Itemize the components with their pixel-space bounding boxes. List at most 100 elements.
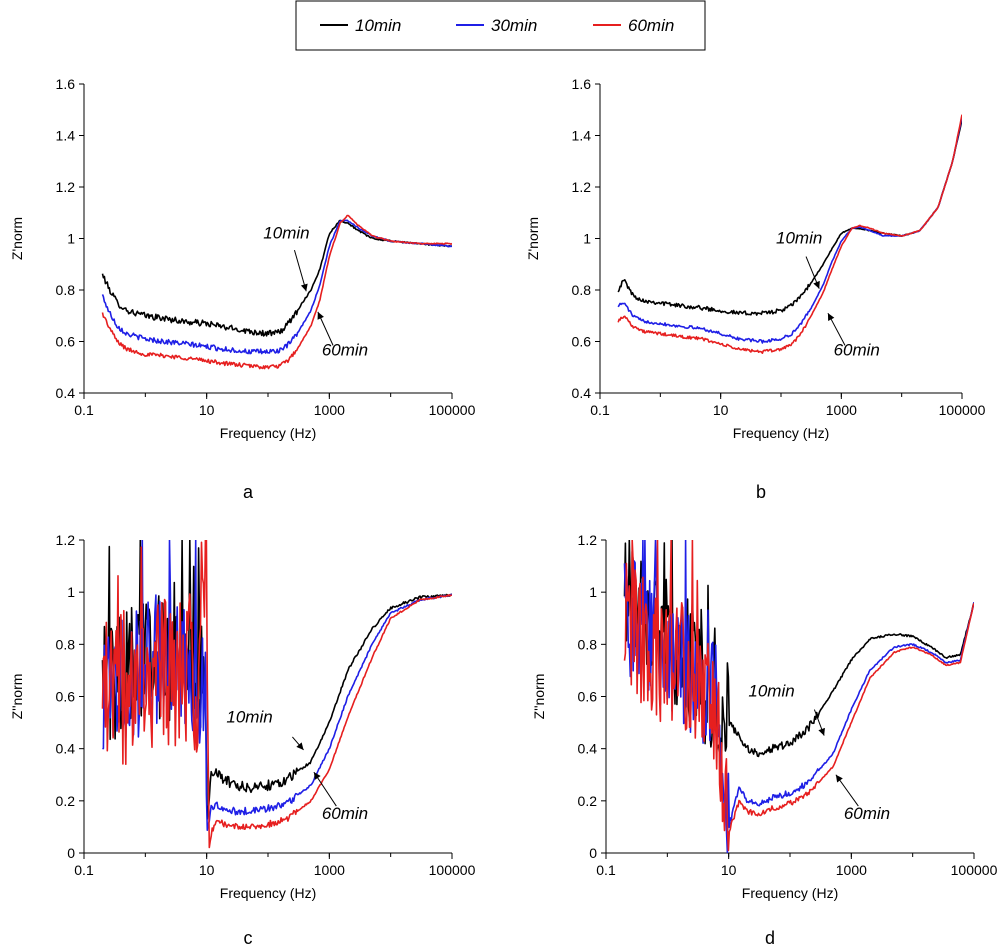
annotation-label: 60min — [322, 341, 368, 360]
axes: 0.4 0.6 0.8 1 1.2 1.4 1.6 0.1 10 1000 100000 — [572, 76, 986, 418]
annotation-60min: 60min — [313, 771, 368, 823]
annotation-60min: 60min — [835, 774, 890, 823]
series-group — [623, 540, 974, 853]
annotation-arrow-head — [313, 772, 321, 780]
y-tick-label: 1.4 — [572, 128, 592, 144]
x-tick-label: 100000 — [951, 862, 998, 878]
y-tick-label: 0.4 — [56, 741, 76, 757]
y-tick-label: 0.2 — [56, 793, 76, 809]
annotation-arrow-head — [317, 311, 324, 320]
annotation-10min: 10min — [226, 708, 304, 751]
panel-label: d — [765, 928, 775, 948]
y-tick-label: 1 — [67, 231, 75, 247]
annotation-arrow-head — [296, 742, 304, 750]
y-tick-label: 1 — [583, 231, 591, 247]
axes: 0.4 0.6 0.8 1 1.2 1.4 1.6 0.1 10 1000 100000 — [56, 76, 476, 418]
y-axis-title: Z''norm — [9, 674, 25, 720]
annotation-arrow-head — [827, 313, 835, 321]
y-tick-label: 0.4 — [56, 385, 76, 401]
y-tick-label: 1.4 — [56, 128, 76, 144]
axes: 0 0.2 0.4 0.6 0.8 1 1.2 0.1 10 1000 100000 — [578, 532, 998, 878]
y-tick-label: 1.2 — [578, 532, 598, 548]
annotation-60min: 60min — [317, 311, 368, 360]
y-tick-label: 1.2 — [572, 179, 592, 195]
legend-entry-10min: 10min — [320, 16, 401, 35]
annotation-label: 10min — [776, 229, 822, 248]
annotation-10min: 10min — [748, 682, 825, 736]
y-tick-label: 1.2 — [56, 532, 76, 548]
legend-entry-30min: 30min — [456, 16, 537, 35]
x-tick-label: 0.1 — [74, 402, 94, 418]
y-tick-label: 0.6 — [572, 334, 592, 350]
y-tick-label: 0.6 — [56, 334, 76, 350]
annotation-10min: 10min — [263, 224, 310, 292]
legend-label-30min: 30min — [491, 16, 537, 35]
x-tick-label: 1000 — [826, 402, 857, 418]
legend-box — [295, 0, 706, 51]
x-tick-label: 100000 — [429, 862, 476, 878]
x-tick-label: 100000 — [429, 402, 476, 418]
annotation-label: 10min — [226, 708, 272, 727]
legend-label-10min: 10min — [355, 16, 401, 35]
x-axis-title: Frequency (Hz) — [742, 885, 838, 901]
y-tick-label: 0 — [67, 845, 75, 861]
x-tick-label: 10 — [199, 862, 215, 878]
y-tick-label: 0.6 — [578, 689, 598, 705]
chart-panel-a: 0.4 0.6 0.8 1 1.2 1.4 1.6 0.1 10 1000 100000 Freque… — [9, 76, 476, 502]
chart-panel-c: 0 0.2 0.4 0.6 0.8 1 1.2 0.1 10 1000 100000 Frequenc… — [9, 532, 476, 948]
x-tick-label: 1000 — [314, 402, 345, 418]
x-tick-label: 1000 — [314, 862, 345, 878]
panel-label: c — [244, 928, 253, 948]
x-axis-title: Frequency (Hz) — [220, 425, 316, 441]
x-tick-label: 10 — [713, 402, 729, 418]
y-tick-label: 1.6 — [56, 76, 76, 92]
series-group — [617, 114, 962, 355]
x-tick-label: 0.1 — [590, 402, 610, 418]
annotation-label: 60min — [834, 341, 880, 360]
axes: 0 0.2 0.4 0.6 0.8 1 1.2 0.1 10 1000 100000 — [56, 532, 476, 878]
y-tick-label: 0.8 — [56, 636, 76, 652]
y-tick-label: 0.8 — [578, 636, 598, 652]
annotation-10min: 10min — [776, 229, 822, 289]
chart-panel-b: 0.4 0.6 0.8 1 1.2 1.4 1.6 0.1 10 1000 100000 Freque… — [525, 76, 986, 502]
series-line-60min — [101, 214, 452, 370]
y-tick-label: 0.6 — [56, 689, 76, 705]
legend-entry-60min: 60min — [593, 16, 674, 35]
annotation-label: 60min — [322, 804, 368, 823]
x-tick-label: 1000 — [836, 862, 867, 878]
annotation-arrow-line — [293, 249, 307, 292]
x-tick-label: 100000 — [939, 402, 986, 418]
annotation-label: 10min — [748, 682, 794, 701]
x-tick-label: 10 — [721, 862, 737, 878]
series-group — [101, 540, 452, 849]
series-line-10min — [617, 119, 962, 316]
x-tick-label: 0.1 — [74, 862, 94, 878]
series-group — [101, 214, 452, 370]
y-tick-label: 0.8 — [56, 282, 76, 298]
y-axis-title: Z'norm — [525, 217, 541, 260]
annotation-arrow-head — [818, 727, 825, 736]
series-line-60min — [101, 540, 452, 849]
y-tick-label: 1 — [589, 584, 597, 600]
y-tick-label: 1 — [67, 584, 75, 600]
y-tick-label: 0.2 — [578, 793, 598, 809]
panel-label: a — [243, 482, 254, 502]
x-tick-label: 0.1 — [596, 862, 616, 878]
panel-label: b — [756, 482, 766, 502]
y-tick-label: 0.4 — [578, 741, 598, 757]
y-tick-label: 0 — [589, 845, 597, 861]
legend: 10min 30min 60min — [295, 0, 706, 51]
y-tick-label: 0.4 — [572, 385, 592, 401]
legend-label-60min: 60min — [628, 16, 674, 35]
annotation-arrow-head — [300, 283, 308, 292]
y-axis-title: Z'norm — [9, 217, 25, 260]
x-axis-title: Frequency (Hz) — [220, 885, 316, 901]
series-line-60min — [617, 114, 962, 355]
x-axis-title: Frequency (Hz) — [733, 425, 829, 441]
y-tick-label: 1.2 — [56, 179, 76, 195]
chart-panel-d: 0 0.2 0.4 0.6 0.8 1 1.2 0.1 10 1000 100000 Frequenc… — [531, 532, 998, 948]
annotation-60min: 60min — [827, 312, 880, 360]
annotation-arrow-head — [813, 280, 820, 289]
annotation-arrow-head — [835, 774, 843, 783]
